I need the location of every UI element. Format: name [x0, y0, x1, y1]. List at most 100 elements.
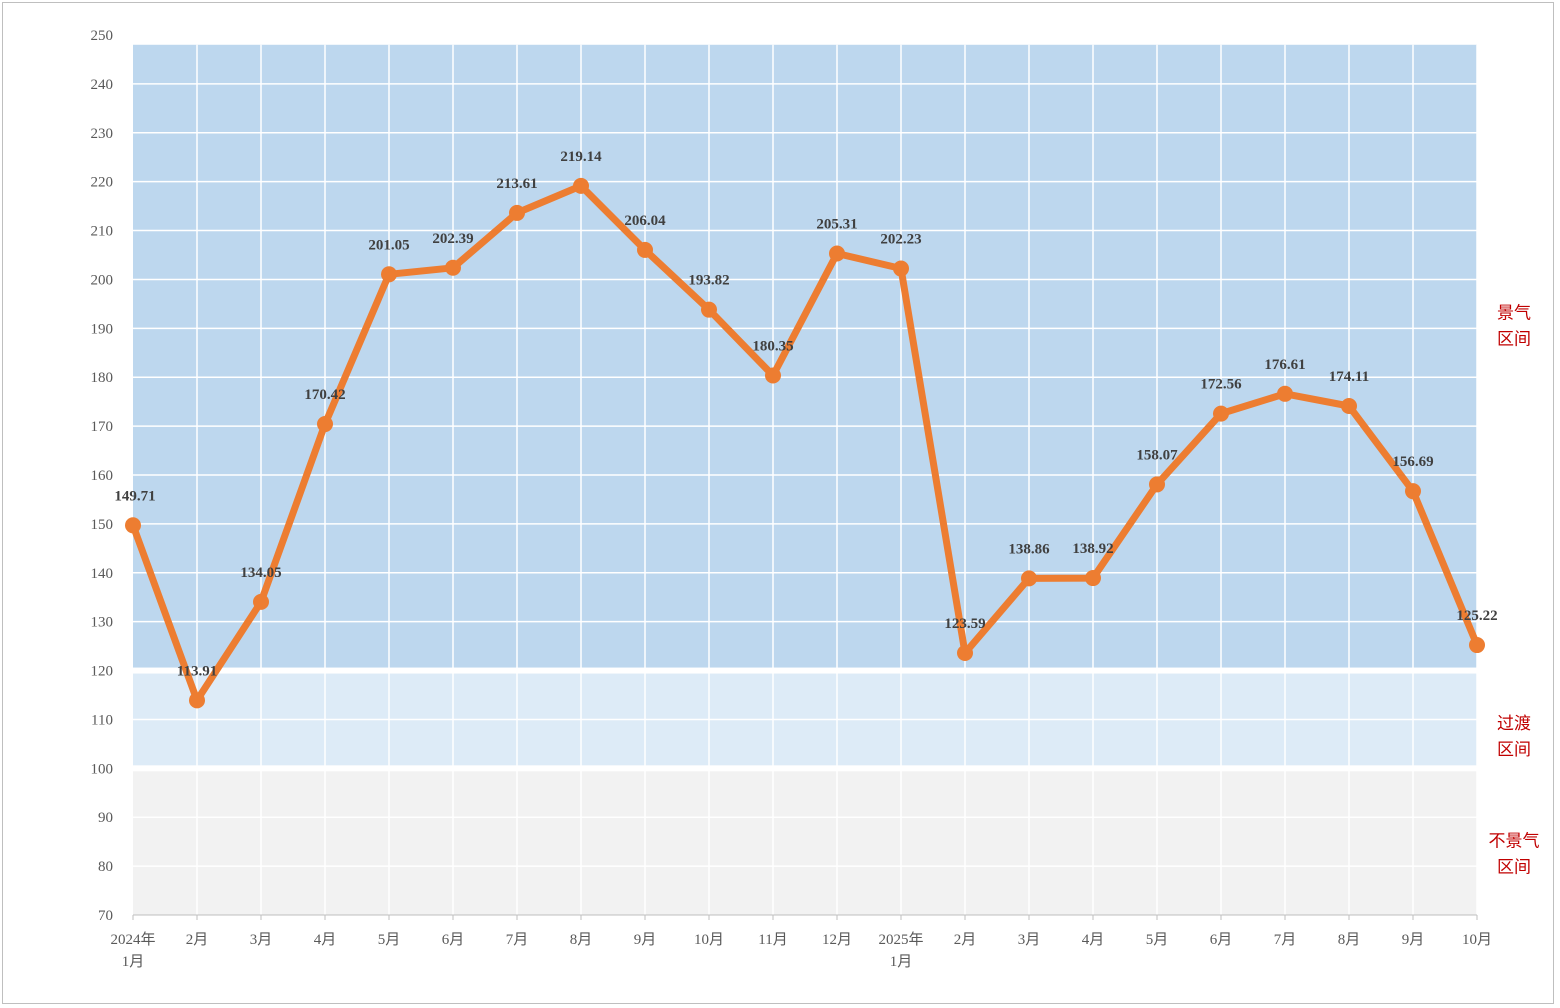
zone-label-0: 景气: [1497, 304, 1531, 324]
data-point: [1341, 398, 1357, 415]
y-tick-label: 150: [91, 517, 114, 533]
data-point: [1405, 483, 1421, 500]
data-label: 156.69: [1392, 454, 1433, 470]
y-tick-label: 220: [91, 175, 114, 191]
data-point: [1213, 405, 1229, 422]
x-tick-label: 4月: [314, 932, 337, 948]
data-label: 180.35: [752, 339, 793, 355]
y-tick-label: 110: [91, 712, 113, 728]
data-label: 205.31: [816, 216, 857, 232]
x-tick-label: 9月: [1402, 932, 1425, 948]
data-points: [125, 177, 1485, 709]
y-tick-label: 210: [91, 224, 114, 240]
y-axis: 70 80 90 100 110 120 130 140 150 160 170 180 190 200 2…: [91, 28, 114, 924]
data-label: 213.61: [496, 176, 537, 192]
data-point: [1149, 476, 1165, 493]
y-tick-label: 190: [91, 321, 114, 337]
x-tick-label: 3月: [250, 932, 273, 948]
x-tick-label: 7月: [506, 932, 529, 948]
data-label: 193.82: [688, 273, 729, 289]
x-tick-label: 5月: [378, 932, 401, 948]
data-point: [637, 241, 653, 258]
x-tick-label: 5月: [1146, 932, 1169, 948]
x-tick-label: 9月: [634, 932, 657, 948]
data-label: 138.86: [1008, 541, 1050, 557]
data-point: [189, 692, 205, 709]
x-tick-label: 7月: [1274, 932, 1297, 948]
data-point: [253, 593, 269, 610]
grid-lines: [133, 44, 1478, 915]
data-point: [125, 517, 141, 534]
zone-label-2: 不景气: [1489, 832, 1540, 852]
data-point: [957, 645, 973, 662]
data-labels: 149.71 113.91 134.05 170.42 201.05 202.39 213.…: [114, 149, 1497, 679]
series-line-0: [129, 182, 1481, 704]
data-label: 201.05: [368, 237, 409, 253]
x-tick-label: 6月: [1210, 932, 1233, 948]
x-tick-label: 2月: [186, 932, 209, 948]
data-point: [573, 177, 589, 194]
x-tick-label: 2025年: [878, 931, 923, 948]
data-point: [1085, 570, 1101, 587]
y-tick-label: 180: [91, 370, 114, 386]
series-line: [129, 182, 1481, 704]
y-tick-label: 160: [91, 468, 114, 484]
data-label: 172.56: [1200, 377, 1242, 393]
data-point: [829, 245, 845, 262]
data-point: [1469, 637, 1485, 654]
zone-label-0: 区间: [1497, 330, 1531, 350]
zone-label-1: 过渡: [1497, 714, 1531, 734]
y-tick-label: 130: [91, 615, 114, 631]
x-axis: 2024年 1月 2月 3月 4月 5月 6月 7月 8月 9月 10月 11月 12月 2025年 1月 2…: [110, 914, 1492, 970]
zone-label-2: 区间: [1497, 858, 1531, 878]
data-point: [317, 416, 333, 433]
data-label: 174.11: [1329, 369, 1369, 385]
y-tick-label: 80: [98, 859, 113, 875]
y-tick-label: 170: [91, 419, 114, 435]
data-label: 202.39: [432, 231, 473, 247]
data-label: 125.22: [1456, 608, 1497, 624]
x-tick-label: 11月: [758, 932, 787, 948]
x-tick-label: 1月: [890, 954, 913, 970]
y-tick-label: 90: [98, 810, 113, 826]
data-point: [445, 259, 461, 276]
x-tick-label: 8月: [1338, 932, 1361, 948]
x-tick-label: 10月: [1462, 932, 1492, 948]
data-label: 206.04: [624, 213, 666, 229]
zone-band-2: [133, 771, 1477, 915]
data-label: 138.92: [1072, 541, 1113, 557]
y-tick-label: 100: [91, 761, 114, 777]
data-point: [893, 260, 909, 277]
data-point: [509, 204, 525, 221]
y-tick-label: 200: [91, 272, 114, 288]
x-tick-label: 2月: [954, 932, 977, 948]
data-label: 134.05: [240, 565, 281, 581]
data-point: [1277, 385, 1293, 402]
data-label: 113.91: [177, 663, 217, 679]
data-label: 219.14: [560, 149, 602, 165]
x-tick-label: 1月: [122, 954, 145, 970]
y-tick-label: 250: [91, 28, 114, 44]
x-tick-label: 6月: [442, 932, 465, 948]
x-tick-label: 10月: [694, 932, 724, 948]
x-tick-label: 12月: [822, 932, 852, 948]
data-point: [1021, 570, 1037, 587]
y-tick-label: 140: [91, 566, 114, 582]
zone-bands: [133, 44, 1477, 915]
line-chart: 70 80 90 100 110 120 130 140 150 160 170 180 190 200 2…: [91, 28, 1540, 970]
data-label: 123.59: [944, 616, 985, 632]
data-label: 202.23: [880, 232, 921, 248]
data-label: 176.61: [1264, 357, 1305, 373]
data-point: [381, 266, 397, 283]
data-label: 170.42: [304, 387, 345, 403]
x-tick-label: 8月: [570, 932, 593, 948]
x-tick-label: 4月: [1082, 932, 1105, 948]
y-tick-label: 240: [91, 77, 114, 93]
data-point: [701, 301, 717, 318]
y-tick-label: 230: [91, 126, 114, 142]
data-label: 158.07: [1136, 447, 1178, 463]
y-tick-label: 70: [98, 908, 113, 924]
data-point: [765, 367, 781, 384]
